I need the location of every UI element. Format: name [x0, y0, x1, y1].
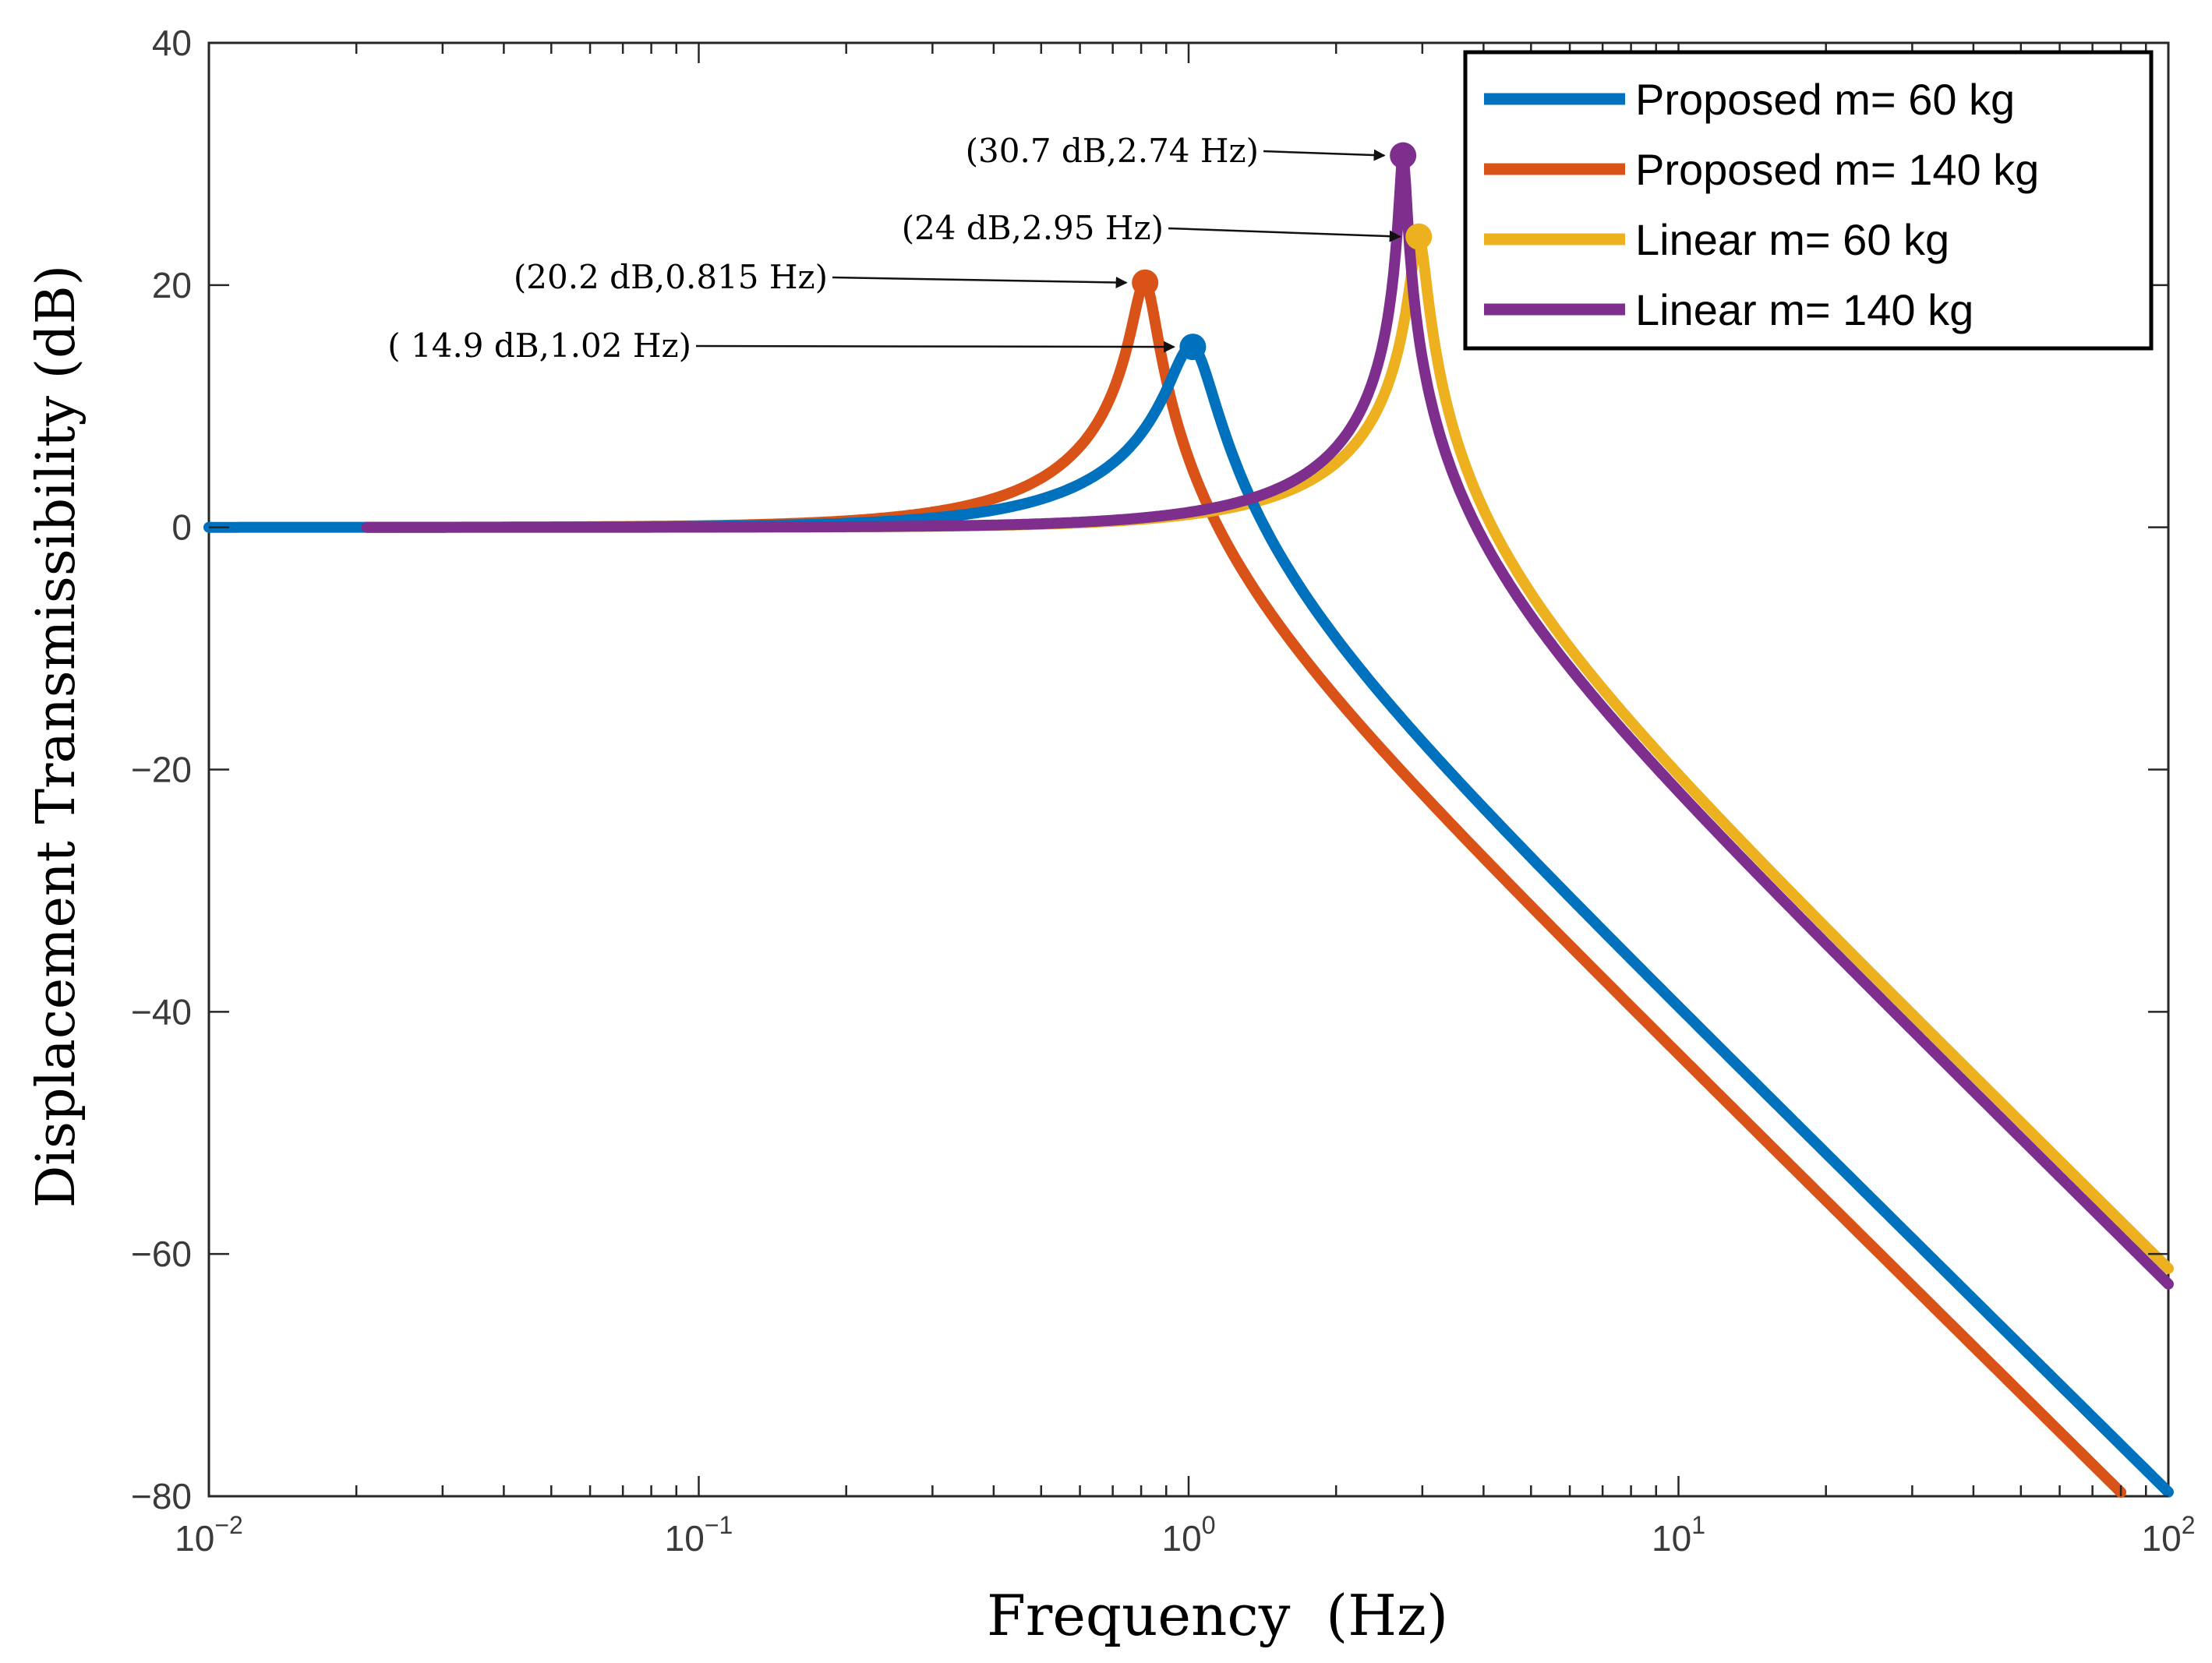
peak-annotation-label: ( 14.9 dB,1.02 Hz): [387, 327, 691, 365]
series-line-3: [361, 150, 2174, 1290]
annotation-arrow: [695, 341, 1175, 353]
annotation-arrow: [1168, 227, 1401, 242]
y-tick-label: −80: [131, 1476, 192, 1516]
peak-annotation-label: (24 dB,2.95 Hz): [902, 209, 1164, 247]
y-axis-title: Displacement Transmissibility (dB): [26, 265, 87, 1208]
y-tick-label: −60: [131, 1234, 192, 1274]
peak-annotations: (30.7 dB,2.74 Hz) (24 dB,2.95 Hz) (20.2 dB…: [387, 132, 1401, 365]
y-tick-label: 0: [171, 507, 192, 548]
legend-label: Linear m= 60 kg: [1635, 215, 1949, 264]
peak-markers: [1132, 142, 1433, 361]
legend-label: Proposed m= 60 kg: [1635, 75, 2015, 124]
peak-marker: [1179, 334, 1207, 361]
annotation-arrow: [832, 276, 1128, 288]
peak-marker: [1405, 223, 1433, 250]
x-tick-label: 101: [1652, 1511, 1705, 1559]
legend: Proposed m= 60 kg Proposed m= 140 kg Linea…: [1463, 50, 2154, 351]
peak-annotation-label: (20.2 dB,0.815 Hz): [514, 258, 828, 296]
y-tick-label: −20: [131, 750, 192, 790]
x-axis-title: Frequency (Hz): [987, 1583, 1448, 1648]
peak-marker: [1390, 142, 1417, 169]
x-tick-label: 100: [1162, 1511, 1216, 1559]
legend-label: Proposed m= 140 kg: [1635, 145, 2039, 194]
annotation-arrow: [1263, 149, 1386, 161]
peak-annotation-label: (30.7 dB,2.74 Hz): [966, 132, 1259, 170]
peak-marker: [1132, 269, 1159, 296]
x-tick-label: 102: [2142, 1511, 2196, 1559]
x-tick-label: 10−2: [175, 1511, 243, 1559]
y-tick-label: −40: [131, 991, 192, 1032]
y-tick-label: 40: [152, 23, 192, 63]
x-tick-label: 10−1: [665, 1511, 733, 1559]
y-tick-label: 20: [152, 265, 192, 305]
legend-label: Linear m= 140 kg: [1635, 285, 1973, 334]
